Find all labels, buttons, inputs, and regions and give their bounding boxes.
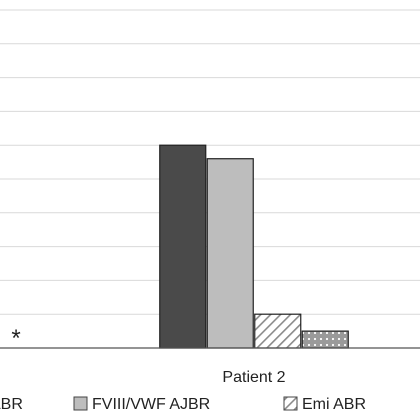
bar-series-4 bbox=[301, 330, 349, 349]
legend-label: FVIII/VWF AJBR bbox=[92, 396, 210, 413]
annotation-asterisk: * bbox=[11, 325, 20, 352]
legend-item: Emi ABR bbox=[283, 396, 366, 413]
bar-abr bbox=[159, 144, 207, 349]
legend-label: Emi ABR bbox=[302, 396, 366, 413]
annotations: * bbox=[11, 325, 20, 352]
bar-emi-abr bbox=[254, 313, 302, 349]
legend-item: FVIII/VWF AJBR bbox=[73, 396, 210, 413]
legend: ABR FVIII/VWF AJBR Emi ABR bbox=[0, 396, 366, 413]
legend-swatch bbox=[283, 396, 298, 411]
legend-item: ABR bbox=[0, 396, 23, 413]
legend-label: ABR bbox=[0, 396, 23, 413]
x-tick-label: Patient 2 bbox=[222, 369, 285, 386]
legend-swatch bbox=[73, 396, 88, 411]
bar-fviii-vwf-ajbr bbox=[206, 158, 254, 349]
x-tick-labels: Patient 2 bbox=[222, 369, 285, 386]
